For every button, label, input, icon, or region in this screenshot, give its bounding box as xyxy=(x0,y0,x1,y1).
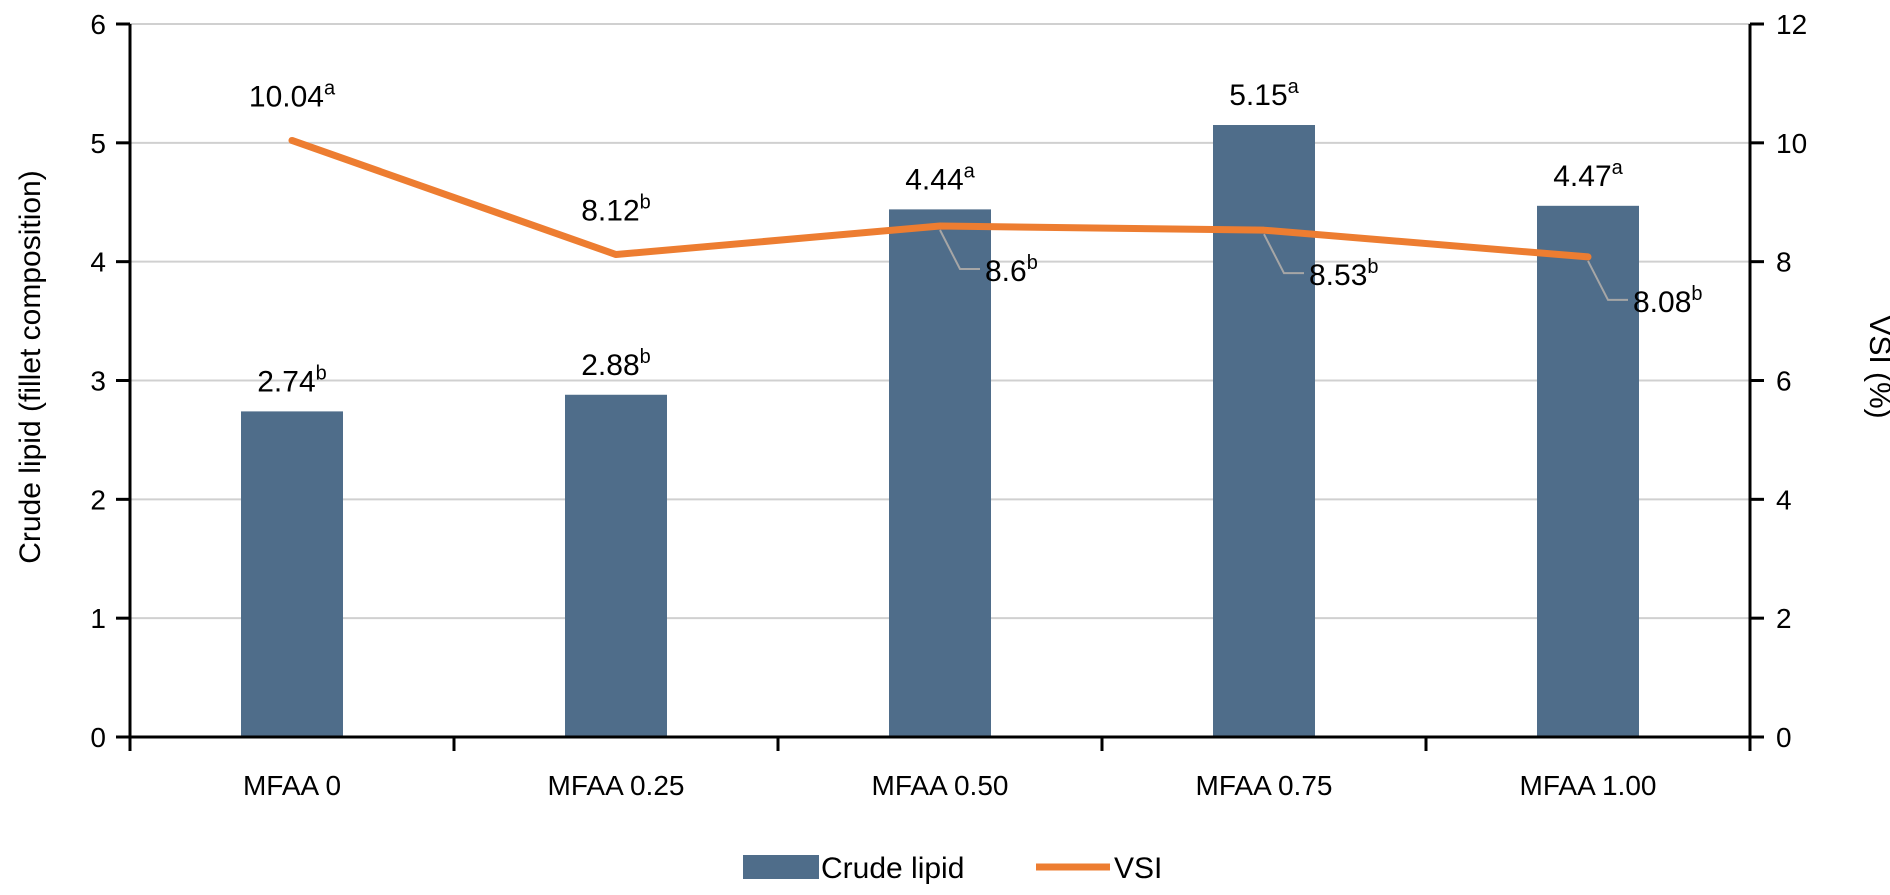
y-right-tick-label: 10 xyxy=(1776,128,1807,159)
y-axis-left-title: Crude lipid (fillet composition) xyxy=(14,170,47,564)
legend-label-crude-lipid: Crude lipid xyxy=(821,852,964,885)
bar-data-label: 5.15a xyxy=(1229,76,1299,112)
line-data-label: 8.12b xyxy=(581,192,651,228)
legend: Crude lipid VSI xyxy=(743,852,1162,885)
y-right-tick-label: 0 xyxy=(1776,722,1792,753)
x-tick-label: MFAA 1.00 xyxy=(1520,770,1657,801)
bar-series xyxy=(241,125,1639,738)
y-left-tick-label: 5 xyxy=(90,128,106,159)
line-point xyxy=(1585,253,1591,260)
y-right-tick-label: 8 xyxy=(1776,247,1792,278)
x-tick-label: MFAA 0 xyxy=(243,770,341,801)
x-tick-label: MFAA 0.75 xyxy=(1196,770,1333,801)
bar-data-label: 4.44a xyxy=(905,160,975,196)
line-point xyxy=(937,223,943,230)
y-left-tick-label: 4 xyxy=(90,247,106,278)
bar xyxy=(1213,125,1315,738)
line-data-label: 8.6b xyxy=(985,252,1038,288)
bar-data-label: 2.74b xyxy=(257,362,327,398)
line-point xyxy=(1261,227,1267,234)
y-right-tick-label: 4 xyxy=(1776,484,1792,515)
line-data-label: 10.04a xyxy=(249,77,336,113)
x-tick-label: MFAA 0.25 xyxy=(548,770,685,801)
line-series xyxy=(288,136,1592,261)
y-left-tick-label: 3 xyxy=(90,366,106,397)
line-data-label: 8.53b xyxy=(1309,256,1379,292)
data-labels: 2.74b 2.88b 4.44a 5.15a 4.47a 10.04a 8.12b 8.6b… xyxy=(249,76,1703,398)
line-data-label: 8.08b xyxy=(1633,283,1703,319)
label-leader-line xyxy=(939,229,980,271)
y-left-tick-label: 2 xyxy=(90,484,106,515)
bar xyxy=(889,209,991,737)
label-leader-line xyxy=(1263,233,1304,275)
legend-label-vsi: VSI xyxy=(1114,852,1162,885)
line-point xyxy=(613,251,619,258)
bar xyxy=(1537,205,1639,737)
y-axis-right-title: VSI (%) xyxy=(1863,315,1890,418)
y-right-tick-label: 2 xyxy=(1776,603,1792,634)
y-left-tick-label: 6 xyxy=(90,9,106,40)
x-tick-label: MFAA 0.50 xyxy=(872,770,1009,801)
y-right-tick-label: 6 xyxy=(1776,366,1792,397)
y-left-tick-label: 0 xyxy=(90,722,106,753)
bar xyxy=(565,394,667,737)
line-point xyxy=(289,137,295,144)
legend-swatch-crude-lipid xyxy=(743,855,819,879)
bar xyxy=(241,411,343,737)
y-right-tick-label: 12 xyxy=(1776,9,1807,40)
y-left-tick-label: 1 xyxy=(90,603,106,634)
label-leader-line xyxy=(1587,260,1628,301)
bar-data-label: 2.88b xyxy=(581,346,651,382)
bar-data-label: 4.47a xyxy=(1553,157,1623,193)
